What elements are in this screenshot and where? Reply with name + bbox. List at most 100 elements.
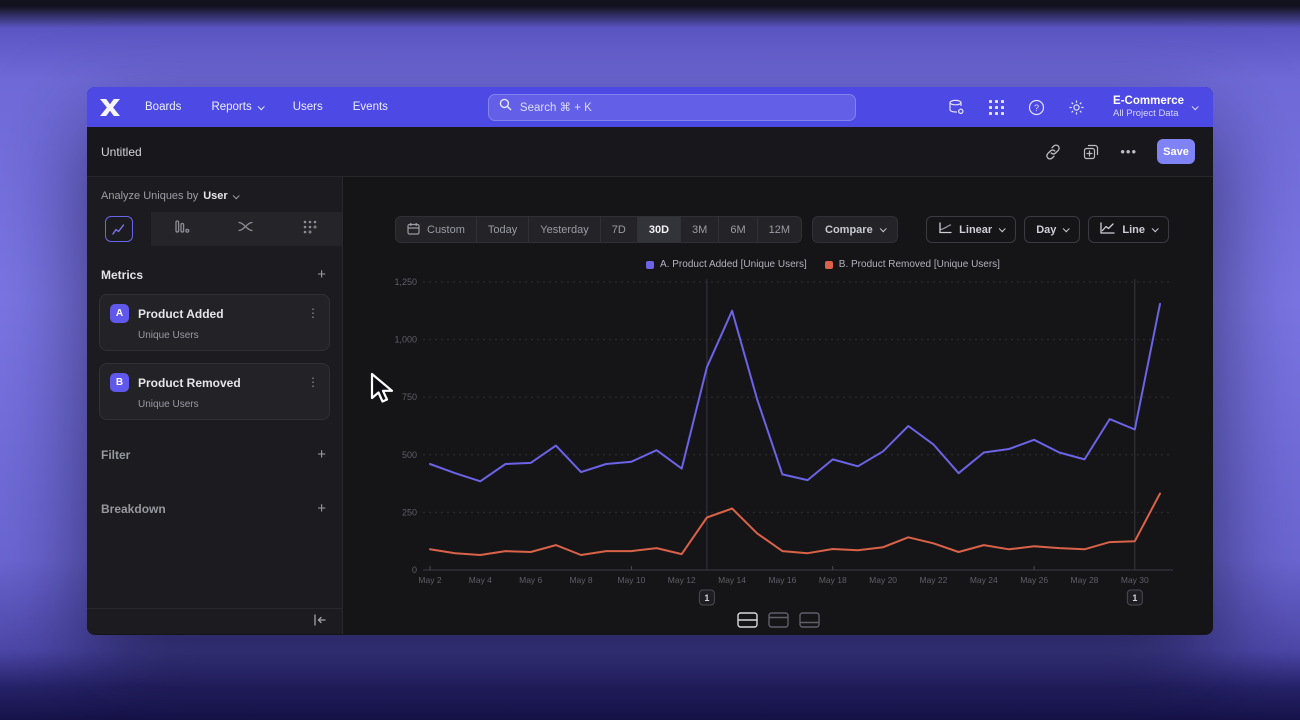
series-line-product-removed[interactable]	[429, 492, 1161, 556]
metric-measurement[interactable]: Unique Users	[138, 330, 199, 341]
more-options-icon[interactable]: •••	[1120, 144, 1137, 159]
data-management-icon[interactable]	[947, 98, 965, 116]
calendar-icon	[407, 222, 420, 238]
metric-options-icon[interactable]: ⋮	[307, 375, 319, 389]
metric-name: Product Added	[138, 306, 224, 321]
range-6m[interactable]: 6M	[718, 217, 756, 242]
chart-only-view-icon[interactable]	[767, 612, 789, 628]
range-today[interactable]: Today	[475, 217, 528, 242]
y-axis-tick-label: 0	[412, 565, 417, 575]
legend-label: A. Product Added [Unique Users]	[660, 259, 807, 270]
help-icon[interactable]: ?	[1027, 98, 1045, 116]
retention-dots-icon	[303, 220, 317, 239]
y-axis-tick-label: 750	[402, 392, 417, 402]
query-builder-sidebar: Analyze Uniques by User	[87, 177, 343, 634]
tab-insights[interactable]	[87, 212, 151, 246]
search-input[interactable]: Search ⌘ + K	[487, 93, 856, 121]
range-label: 7D	[611, 223, 626, 236]
mixpanel-logo-icon[interactable]	[97, 96, 123, 118]
search-placeholder: Search ⌘ + K	[519, 102, 592, 114]
x-axis-tick-label: May 4	[469, 575, 492, 585]
range-3m[interactable]: 3M	[680, 217, 718, 242]
y-axis-tick-label: 500	[402, 450, 417, 460]
line-chart-icon	[1100, 222, 1116, 237]
line-chart-plot[interactable]: 0 250 500 750 1,000 1,250 May 2 May 4 May 6 May 8…	[383, 269, 1183, 614]
x-axis-tick-label: May 14	[718, 575, 746, 585]
breakdown-section-title: Breakdown	[101, 502, 166, 516]
layout-view-toggles	[343, 612, 1213, 628]
x-axis-tick-label: May 6	[519, 575, 542, 585]
annotation-badge-box	[1126, 589, 1143, 606]
add-filter-button[interactable]: +	[317, 446, 326, 463]
metric-card-b[interactable]: B Product Removed ⋮ Unique Users	[99, 363, 330, 420]
y-axis-tick-label: 250	[402, 507, 417, 517]
add-breakdown-button[interactable]: +	[317, 500, 326, 517]
filter-section-title: Filter	[101, 448, 131, 462]
range-7d[interactable]: 7D	[599, 217, 637, 242]
annotation-badge[interactable]: 1	[1126, 589, 1143, 606]
metric-list: A Product Added ⋮ Unique Users B Product Remo…	[87, 294, 342, 420]
nav-item-reports[interactable]: Reports	[211, 101, 265, 113]
interval-dropdown[interactable]: Day	[1024, 216, 1081, 243]
linear-axis-icon	[938, 222, 952, 237]
tab-retention[interactable]	[278, 212, 342, 246]
annotation-badge[interactable]: 1	[698, 589, 715, 606]
nav-item-boards[interactable]: Boards	[145, 101, 181, 113]
range-custom[interactable]: Custom	[396, 217, 476, 242]
x-axis-tick-label: May 24	[970, 575, 998, 585]
table-only-view-icon[interactable]	[798, 612, 820, 628]
date-range-segmented-control: Custom Today Yesterday 7D 30D 3M 6M 12M	[395, 216, 803, 243]
chevron-down-icon	[998, 225, 1006, 233]
save-button[interactable]: Save	[1157, 139, 1195, 164]
metric-name: Product Removed	[138, 375, 241, 390]
settings-gear-icon[interactable]	[1067, 98, 1085, 116]
nav-item-events[interactable]: Events	[353, 101, 388, 113]
legend-item-a[interactable]: A. Product Added [Unique Users]	[646, 259, 807, 270]
apps-grid-icon[interactable]	[987, 98, 1005, 116]
range-yesterday[interactable]: Yesterday	[528, 217, 600, 242]
svg-text:?: ?	[1034, 102, 1039, 112]
analyze-uniques-label: Analyze Uniques by	[101, 190, 199, 202]
y-axis-tick-label: 1,000	[394, 335, 417, 345]
copy-link-icon[interactable]	[1044, 143, 1062, 161]
chart-type-dropdown[interactable]: Line	[1088, 216, 1169, 243]
metric-options-icon[interactable]: ⋮	[307, 306, 319, 320]
tab-funnels[interactable]	[151, 212, 215, 246]
scale-dropdown[interactable]: Linear	[926, 216, 1017, 243]
compare-button[interactable]: Compare	[812, 216, 898, 243]
legend-item-b[interactable]: B. Product Removed [Unique Users]	[824, 259, 1000, 270]
range-30d[interactable]: 30D	[636, 217, 681, 242]
series-line-product-added[interactable]	[429, 302, 1161, 483]
project-switcher[interactable]: E-Commerce All Project Data	[1113, 95, 1199, 119]
range-label: 3M	[692, 223, 708, 236]
range-label: 6M	[730, 223, 746, 236]
chart-and-table-view-icon[interactable]	[736, 612, 758, 628]
chevron-down-icon	[257, 102, 265, 110]
range-12m[interactable]: 12M	[756, 217, 801, 242]
report-title[interactable]: Untitled	[101, 144, 142, 159]
add-metric-button[interactable]: +	[317, 266, 326, 283]
chart-panel: Custom Today Yesterday 7D 30D 3M 6M 12M Compare…	[343, 177, 1213, 634]
nav-item-users[interactable]: Users	[293, 101, 323, 113]
legend-label: B. Product Removed [Unique Users]	[838, 259, 1000, 270]
x-axis-tick-label: May 16	[768, 575, 796, 585]
y-axis-tick-label: 1,250	[394, 277, 417, 287]
metric-letter-badge: B	[110, 373, 129, 392]
chart-toolbar: Custom Today Yesterday 7D 30D 3M 6M 12M Compare…	[343, 216, 1213, 243]
flows-icon	[238, 220, 254, 238]
x-axis-tick-label: May 2	[418, 575, 441, 585]
metric-card-a[interactable]: A Product Added ⋮ Unique Users	[99, 294, 330, 351]
metric-measurement[interactable]: Unique Users	[138, 399, 199, 410]
top-navbar: Boards Reports Users Events Search ⌘ + K	[87, 87, 1213, 127]
collapse-sidebar-icon[interactable]	[312, 613, 326, 631]
nav-item-label: Boards	[145, 101, 182, 113]
app-window: Boards Reports Users Events Search ⌘ + K	[87, 87, 1213, 635]
duplicate-icon[interactable]	[1082, 143, 1100, 161]
analyze-entity-dropdown[interactable]: User	[203, 190, 240, 202]
x-axis-tick-label: May 22	[920, 575, 948, 585]
project-scope: All Project Data	[1113, 108, 1179, 119]
search-icon	[499, 98, 512, 116]
range-label: Today	[487, 223, 518, 236]
tab-flows[interactable]	[215, 212, 279, 246]
chevron-down-icon	[879, 225, 887, 233]
